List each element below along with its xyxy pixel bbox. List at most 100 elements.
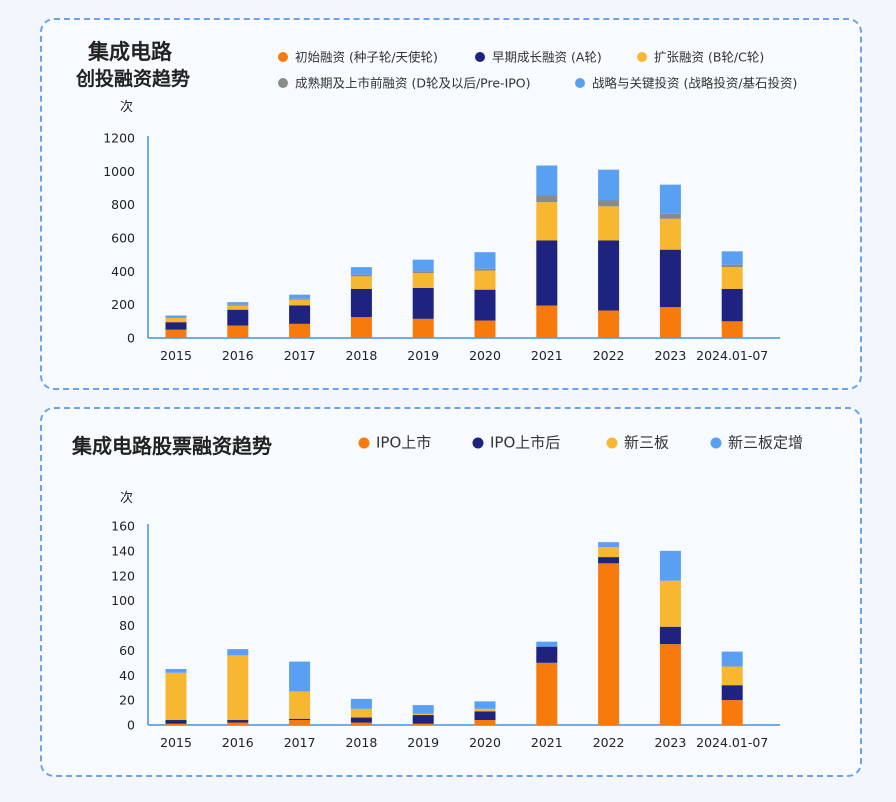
- x-tick-label: 2023: [654, 348, 686, 363]
- bar-segment: [536, 195, 558, 203]
- y-tick-label: 20: [119, 693, 135, 708]
- bar-segment: [289, 298, 311, 300]
- legend-label: 新三板: [624, 434, 669, 452]
- bar-segment: [598, 563, 620, 725]
- bar-segment: [721, 651, 743, 667]
- bar-segment: [412, 713, 434, 716]
- y-tick-label: 60: [119, 643, 135, 658]
- bar-segment: [165, 329, 187, 338]
- legend-marker: [278, 78, 288, 88]
- bar-segment: [598, 240, 620, 311]
- bar-segment: [659, 249, 681, 308]
- bar-segment: [536, 646, 558, 663]
- x-tick-label: 2015: [160, 348, 192, 363]
- bar-segment: [289, 691, 311, 719]
- bar-segment: [474, 701, 496, 709]
- bar-segment: [721, 267, 743, 289]
- bar-segment: [227, 302, 249, 305]
- bar-segment: [350, 274, 372, 277]
- y-tick-label: 120: [111, 568, 135, 583]
- bar-segment: [721, 666, 743, 686]
- x-tick-label: 2016: [222, 735, 254, 750]
- legend-label: 早期成长融资 (A轮): [492, 50, 602, 65]
- bar-segment: [536, 240, 558, 306]
- y-tick-label: 80: [119, 618, 135, 633]
- bar-segment: [289, 323, 311, 338]
- legend-marker: [472, 437, 484, 449]
- bar-segment: [721, 685, 743, 701]
- bar-segment: [659, 184, 681, 214]
- y-tick-label: 200: [111, 297, 135, 312]
- bar-segment: [598, 200, 620, 207]
- bar-segment: [289, 305, 311, 324]
- bar-segment: [289, 718, 311, 721]
- bar-segment: [721, 264, 743, 268]
- bar-segment: [474, 720, 496, 725]
- legend-marker: [358, 437, 370, 449]
- chart-1: 次 0 200 400 600 800 1000 1200 2015 2016 2017 2018 20…: [103, 50, 797, 364]
- bar-segment: [536, 202, 558, 241]
- bar-segment: [227, 304, 249, 306]
- x-tick-label: 2016: [222, 348, 254, 363]
- x-tick-label: 2024.01-07: [696, 735, 768, 750]
- bar-segment: [350, 717, 372, 723]
- bar-segment: [659, 644, 681, 725]
- x-tick-label: 2021: [531, 348, 563, 363]
- y-axis-unit-label: 次: [120, 490, 133, 506]
- bar-segment: [165, 317, 187, 318]
- bar-segment: [536, 641, 558, 647]
- bar-segment: [412, 715, 434, 724]
- bar-segment: [659, 550, 681, 581]
- bar-segment: [350, 317, 372, 338]
- bar-segment: [598, 542, 620, 548]
- bar-segment: [536, 165, 558, 196]
- x-tick-label: 2017: [284, 348, 316, 363]
- legend-marker: [606, 437, 618, 449]
- bar-segment: [598, 169, 620, 201]
- bar-segment: [350, 267, 372, 275]
- bar-segment: [350, 722, 372, 725]
- bar-segment: [227, 325, 249, 338]
- bar-segment: [412, 288, 434, 319]
- bar-segment: [412, 705, 434, 714]
- legend-label: IPO上市后: [490, 434, 560, 452]
- bar-segment: [536, 305, 558, 338]
- y-tick-label: 800: [111, 197, 135, 212]
- bar-segment: [165, 315, 187, 318]
- bar-segment: [350, 708, 372, 718]
- y-tick-label: 100: [111, 593, 135, 608]
- x-tick-label: 2015: [160, 735, 192, 750]
- chart2-title: 集成电路股票融资趋势: [72, 434, 272, 458]
- x-tick-label: 2024.01-07: [696, 348, 768, 363]
- legend-label: 成熟期及上市前融资 (D轮及以后/Pre-IPO): [295, 76, 531, 91]
- bar-segment: [474, 320, 496, 338]
- bar-segment: [227, 305, 249, 310]
- legend-label: 战略与关键投资 (战略投资/基石投资): [592, 76, 797, 91]
- x-tick-label: 2020: [469, 348, 501, 363]
- bar-segment: [474, 252, 496, 269]
- chart1-title-line1: 集成电路: [88, 40, 172, 64]
- bar-segment: [659, 307, 681, 338]
- legend-marker: [278, 52, 288, 62]
- bar-segment: [474, 270, 496, 290]
- chart1-title-line2: 创投融资趋势: [76, 68, 191, 90]
- bar-segment: [412, 259, 434, 272]
- bar-segment: [227, 722, 249, 725]
- bar-segment: [350, 698, 372, 709]
- bar-segment: [412, 723, 434, 725]
- bar-segment: [289, 294, 311, 299]
- bar-segment: [474, 711, 496, 721]
- bar-segment: [659, 626, 681, 645]
- y-tick-label: 0: [127, 331, 135, 346]
- bar-segment: [227, 649, 249, 656]
- bar-segment: [165, 720, 187, 724]
- y-tick-label: 1000: [103, 164, 135, 179]
- bar-segment: [412, 271, 434, 273]
- bar-segment: [659, 218, 681, 250]
- legend-marker: [575, 78, 585, 88]
- bar-segment: [598, 557, 620, 564]
- x-tick-label: 2021: [531, 735, 563, 750]
- y-tick-label: 0: [127, 718, 135, 733]
- bar-segment: [598, 547, 620, 558]
